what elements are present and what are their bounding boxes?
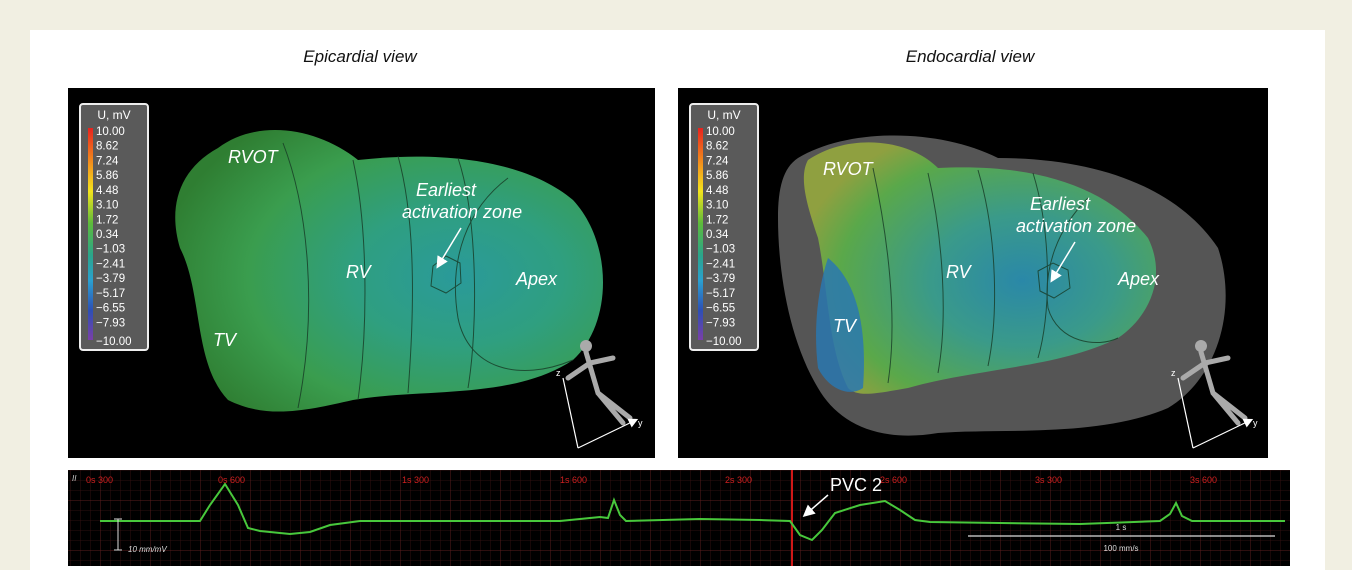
legend-label: 8.62 <box>706 141 728 153</box>
ecg-grid <box>68 470 1290 566</box>
anatomy-label: activation zone <box>402 202 522 222</box>
tv-region <box>816 258 864 392</box>
panel-title: Epicardial view <box>303 47 418 66</box>
legend-title: U, mV <box>97 108 130 122</box>
zone-arrow <box>1050 241 1076 283</box>
time-label: 3s 300 <box>1035 475 1062 485</box>
time-label: 2s 300 <box>725 475 752 485</box>
colorbar-legend: U, mV 10.00 8.62 7.24 5.86 4.48 3.10 1.72 0.34 −1… <box>689 103 759 351</box>
legend-label: −1.03 <box>706 244 735 256</box>
figure-head <box>580 340 592 352</box>
legend-label: −10.00 <box>96 336 132 348</box>
panel-title: Endocardial view <box>906 47 1036 66</box>
anatomy-label: TV <box>213 330 238 350</box>
colorbar <box>698 128 703 340</box>
legend-box <box>689 103 759 351</box>
legend-label: 7.24 <box>706 155 729 167</box>
figure-axes <box>562 377 636 449</box>
isochrones <box>872 167 1119 384</box>
legend-label: −2.41 <box>96 258 125 270</box>
figure-body <box>1180 349 1248 426</box>
gain-label: 10 mm/mV <box>128 545 167 554</box>
legend-label: 4.48 <box>706 185 728 197</box>
heart-surface <box>175 130 603 412</box>
legend-label: −1.03 <box>96 244 125 256</box>
anatomy-label: TV <box>833 316 858 336</box>
legend-label: 1.72 <box>96 214 118 226</box>
lead-label: II <box>72 474 77 483</box>
legend-label: −5.17 <box>96 288 125 300</box>
anatomy-label: Apex <box>1117 269 1160 289</box>
time-label: 3s 600 <box>1190 475 1217 485</box>
colorbar <box>88 128 93 340</box>
colorbar-legend: U, mV 10.00 8.62 7.24 5.86 4.48 3.10 1.72 0.34 −1… <box>79 103 149 351</box>
legend-label: −2.41 <box>706 258 735 270</box>
figure-body <box>565 349 633 426</box>
pvc-arrow <box>802 494 829 517</box>
legend-label: 3.10 <box>706 200 728 212</box>
ecg-strip: II 0s 300 0s 600 1s 300 1s 600 2s 300 2s 600 3s… <box>68 470 1290 566</box>
anatomy-label: RV <box>346 262 373 282</box>
time-label: 2s 600 <box>880 475 907 485</box>
legend-label: −10.00 <box>706 336 742 348</box>
legend-label: 7.24 <box>96 155 119 167</box>
time-label: 1s 300 <box>402 475 429 485</box>
anatomy-label: activation zone <box>1016 216 1136 236</box>
legend-label: 8.62 <box>96 141 118 153</box>
axis-letter: z <box>1171 368 1176 378</box>
legend-label: 5.86 <box>96 170 118 182</box>
legend-box <box>79 103 149 351</box>
legend-label: 0.34 <box>706 229 729 241</box>
legend-label: 0.34 <box>96 229 119 241</box>
time-label: 1s 600 <box>560 475 587 485</box>
legend-label: 3.10 <box>96 200 118 212</box>
legend-label: 10.00 <box>96 126 125 138</box>
legend-label: −6.55 <box>96 303 125 315</box>
anatomy-label: RVOT <box>228 147 280 167</box>
figure-axes <box>1177 377 1251 449</box>
legend-label: −5.17 <box>706 288 735 300</box>
axis-letter: y <box>1253 418 1258 428</box>
time-label: 0s 300 <box>86 475 113 485</box>
zone-arrow <box>436 227 462 269</box>
axis-letter: y <box>638 418 643 428</box>
anatomy-label: Earliest <box>416 180 477 200</box>
anatomy-label: Earliest <box>1030 194 1091 214</box>
figure-head <box>1195 340 1207 352</box>
anatomy-label: RVOT <box>823 159 875 179</box>
legend-label: −7.93 <box>96 317 125 329</box>
legend-label: 1.72 <box>706 214 728 226</box>
legend-label: −7.93 <box>706 317 735 329</box>
legend-label: 4.48 <box>96 185 118 197</box>
speed-label: 100 mm/s <box>1103 544 1138 553</box>
pvc-annotation: PVC 2 <box>830 475 882 495</box>
orientation-figure: zy <box>1171 340 1258 449</box>
time-label: 0s 600 <box>218 475 245 485</box>
gain-bar <box>114 518 122 551</box>
anatomy-label: Apex <box>515 269 558 289</box>
legend-label: −6.55 <box>706 303 735 315</box>
anatomy-label: RV <box>946 262 973 282</box>
legend-label: 10.00 <box>706 126 735 138</box>
axis-letter: z <box>556 368 561 378</box>
orientation-figure: zy <box>556 340 643 449</box>
legend-label: −3.79 <box>96 273 125 285</box>
legend-label: −3.79 <box>706 273 735 285</box>
ecg-trace <box>100 482 1285 542</box>
epicardial-panel: U, mV 10.00 8.62 7.24 5.86 4.48 3.10 1.72 0.34 −1… <box>68 88 655 458</box>
endocardial-panel: U, mV 10.00 8.62 7.24 5.86 4.48 3.10 1.72 0.34 −1… <box>678 88 1268 458</box>
time-scale-label: 1 s <box>1116 523 1127 532</box>
legend-label: 5.86 <box>706 170 728 182</box>
legend-title: U, mV <box>707 108 740 122</box>
